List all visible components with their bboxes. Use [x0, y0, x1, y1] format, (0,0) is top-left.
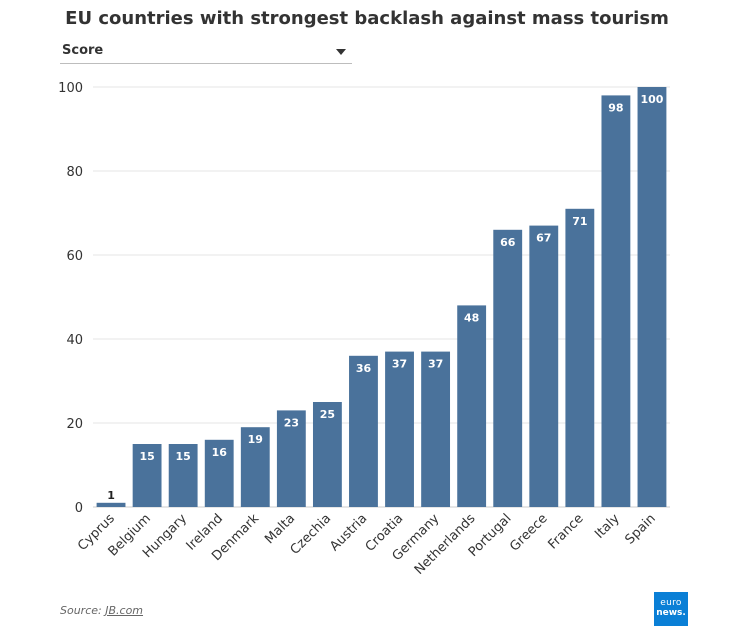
data-label: 15: [176, 450, 191, 463]
source-link[interactable]: JB.com: [105, 604, 144, 617]
source-prefix: Source:: [60, 604, 106, 617]
y-tick-label: 20: [66, 417, 83, 432]
bar: [240, 427, 270, 507]
x-tick-label: Italy: [592, 511, 623, 542]
bar: [637, 87, 667, 507]
x-tick-label: France: [545, 511, 586, 552]
bar: [168, 444, 198, 507]
bar-chart: 0204060801001Cyprus15Belgium15Hungary16I…: [58, 81, 670, 578]
data-label: 37: [392, 358, 407, 371]
bar: [457, 305, 487, 507]
bar: [529, 225, 559, 507]
data-label: 66: [500, 236, 516, 249]
chart-title: EU countries with strongest backlash aga…: [65, 8, 669, 29]
bar: [312, 402, 342, 507]
data-label: 67: [536, 232, 551, 245]
data-label: 98: [608, 101, 623, 114]
logo-text-bottom: news.: [656, 608, 686, 618]
euronews-logo: euro news.: [654, 592, 688, 626]
data-label: 71: [572, 215, 587, 228]
bar: [96, 502, 126, 507]
data-label: 48: [464, 311, 479, 324]
bar: [132, 444, 162, 507]
data-label: 25: [320, 408, 335, 421]
data-label: 37: [428, 358, 443, 371]
bar: [565, 208, 595, 508]
bar: [421, 351, 451, 507]
source-note: Source: JB.com: [60, 604, 143, 617]
data-label: 1: [107, 489, 115, 502]
logo-text-top: euro: [660, 598, 682, 608]
bar: [276, 410, 306, 507]
x-tick-label: Spain: [623, 511, 659, 547]
data-label: 15: [139, 450, 154, 463]
score-dropdown[interactable]: Score: [60, 40, 352, 64]
bar: [349, 355, 378, 507]
data-label: 16: [212, 446, 228, 459]
bar: [493, 229, 523, 508]
dropdown-label: Score: [62, 43, 104, 58]
data-label: 23: [284, 416, 299, 429]
data-label: 100: [640, 93, 663, 106]
bar: [601, 95, 631, 508]
x-tick-label: Czechia: [288, 511, 335, 558]
y-tick-label: 0: [75, 501, 83, 516]
data-label: 19: [248, 433, 263, 446]
chevron-down-icon[interactable]: [336, 49, 346, 55]
y-tick-label: 60: [66, 249, 83, 264]
x-tick-label: Greece: [507, 511, 550, 554]
y-tick-label: 80: [66, 165, 83, 180]
data-label: 36: [356, 362, 372, 375]
bar: [385, 351, 414, 507]
x-tick-label: Austria: [327, 511, 370, 554]
y-tick-label: 40: [66, 333, 83, 348]
y-tick-label: 100: [58, 81, 83, 96]
bar: [204, 439, 234, 507]
